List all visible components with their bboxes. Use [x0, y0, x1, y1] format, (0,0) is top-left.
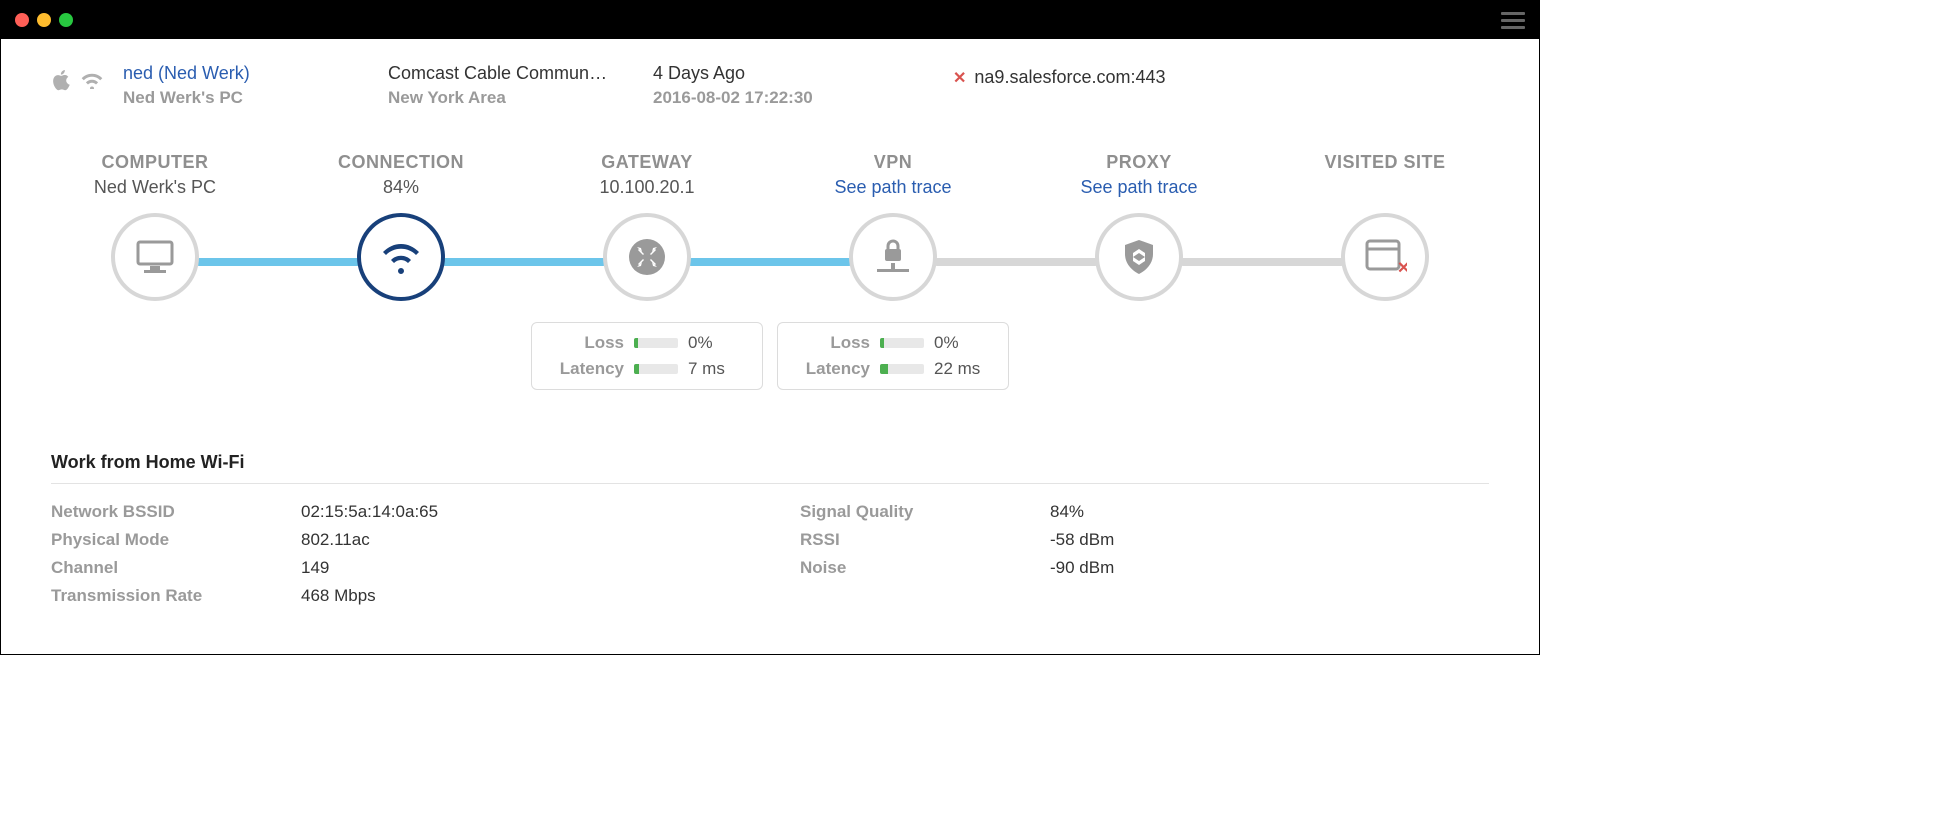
- svg-text:✕: ✕: [1397, 260, 1407, 277]
- maximize-window-button[interactable]: [59, 13, 73, 27]
- traffic-lights: [15, 13, 73, 27]
- detail-value: -58 dBm: [1050, 530, 1114, 550]
- node-proxy-icon[interactable]: [1095, 213, 1183, 301]
- detail-row: Noise-90 dBm: [800, 554, 1489, 582]
- node-gateway-icon[interactable]: [603, 213, 691, 301]
- details-title: Work from Home Wi-Fi: [51, 452, 1489, 483]
- menu-icon[interactable]: [1501, 12, 1525, 29]
- detail-value: 149: [301, 558, 329, 578]
- apple-icon: [51, 69, 71, 96]
- detail-row: Signal Quality84%: [800, 498, 1489, 526]
- node-title: CONNECTION: [338, 152, 464, 173]
- error-icon: ✕: [953, 68, 966, 88]
- loss-value: 0%: [688, 333, 713, 353]
- detail-row: RSSI-58 dBm: [800, 526, 1489, 554]
- path-node-proxy: PROXY See path trace: [1035, 152, 1243, 301]
- timestamp-label: 2016-08-02 17:22:30: [653, 88, 853, 108]
- path-node-gateway: GATEWAY 10.100.20.1: [543, 152, 751, 301]
- node-title: VISITED SITE: [1324, 152, 1445, 173]
- latency-bar: [880, 364, 924, 374]
- device-icons: [51, 63, 103, 96]
- latency-label: Latency: [796, 359, 870, 379]
- loss-value: 0%: [934, 333, 959, 353]
- user-device-label: Ned Werk's PC: [123, 88, 368, 108]
- close-window-button[interactable]: [15, 13, 29, 27]
- detail-row: Transmission Rate468 Mbps: [51, 582, 740, 610]
- latency-label: Latency: [550, 359, 624, 379]
- loss-label: Loss: [550, 333, 624, 353]
- minimize-window-button[interactable]: [37, 13, 51, 27]
- detail-key: Network BSSID: [51, 502, 301, 522]
- connector: [1179, 258, 1345, 266]
- destination-label: ✕ na9.salesforce.com:443: [953, 63, 1166, 88]
- node-vpn-icon[interactable]: [849, 213, 937, 301]
- detail-key: RSSI: [800, 530, 1050, 550]
- detail-key: Channel: [51, 558, 301, 578]
- node-title: GATEWAY: [601, 152, 693, 173]
- node-subtitle[interactable]: See path trace: [1080, 177, 1197, 199]
- latency-bar: [634, 364, 678, 374]
- node-subtitle[interactable]: See path trace: [834, 177, 951, 199]
- path-visualization: COMPUTER Ned Werk's PC CONNECTION 84% GATEWA…: [51, 152, 1489, 362]
- isp-region-label: New York Area: [388, 88, 633, 108]
- node-site-icon[interactable]: ✕: [1341, 213, 1429, 301]
- path-node-vpn: VPN See path trace: [789, 152, 997, 301]
- node-subtitle: Ned Werk's PC: [94, 177, 216, 199]
- connector: [933, 258, 1099, 266]
- detail-row: Physical Mode802.11ac: [51, 526, 740, 554]
- detail-value: 84%: [1050, 502, 1084, 522]
- wifi-icon: [81, 71, 103, 94]
- connector: [441, 258, 607, 266]
- user-link[interactable]: ned (Ned Werk): [123, 63, 368, 84]
- latency-value: 22 ms: [934, 359, 980, 379]
- node-title: PROXY: [1106, 152, 1172, 173]
- gateway-stats: Loss 0% Latency 7 ms: [531, 322, 763, 390]
- path-node-site: VISITED SITE ✕: [1281, 152, 1489, 301]
- latency-value: 7 ms: [688, 359, 725, 379]
- detail-value: -90 dBm: [1050, 558, 1114, 578]
- path-node-connection: CONNECTION 84%: [297, 152, 505, 301]
- detail-key: Signal Quality: [800, 502, 1050, 522]
- node-title: VPN: [874, 152, 913, 173]
- connector: [195, 258, 361, 266]
- loss-bar: [634, 338, 678, 348]
- path-node-computer: COMPUTER Ned Werk's PC: [51, 152, 259, 301]
- summary-header: ned (Ned Werk) Ned Werk's PC Comcast Cab…: [51, 63, 1489, 108]
- destination-text: na9.salesforce.com:443: [974, 67, 1165, 88]
- connector: [687, 258, 853, 266]
- detail-row: Network BSSID02:15:5a:14:0a:65: [51, 498, 740, 526]
- detail-key: Physical Mode: [51, 530, 301, 550]
- node-title: COMPUTER: [102, 152, 209, 173]
- detail-key: Noise: [800, 558, 1050, 578]
- loss-bar: [880, 338, 924, 348]
- loss-label: Loss: [796, 333, 870, 353]
- wifi-details-section: Work from Home Wi-Fi Network BSSID02:15:…: [51, 452, 1489, 610]
- window-titlebar: [1, 1, 1539, 39]
- divider: [51, 483, 1489, 484]
- detail-row: Channel149: [51, 554, 740, 582]
- detail-value: 802.11ac: [301, 530, 370, 550]
- vpn-stats: Loss 0% Latency 22 ms: [777, 322, 1009, 390]
- node-computer-icon[interactable]: [111, 213, 199, 301]
- detail-key: Transmission Rate: [51, 586, 301, 606]
- node-subtitle: 84%: [383, 177, 419, 199]
- age-label: 4 Days Ago: [653, 63, 853, 84]
- isp-label: Comcast Cable Commun…: [388, 63, 633, 84]
- detail-value: 02:15:5a:14:0a:65: [301, 502, 438, 522]
- node-connection-icon[interactable]: [357, 213, 445, 301]
- detail-value: 468 Mbps: [301, 586, 376, 606]
- node-subtitle: 10.100.20.1: [599, 177, 694, 199]
